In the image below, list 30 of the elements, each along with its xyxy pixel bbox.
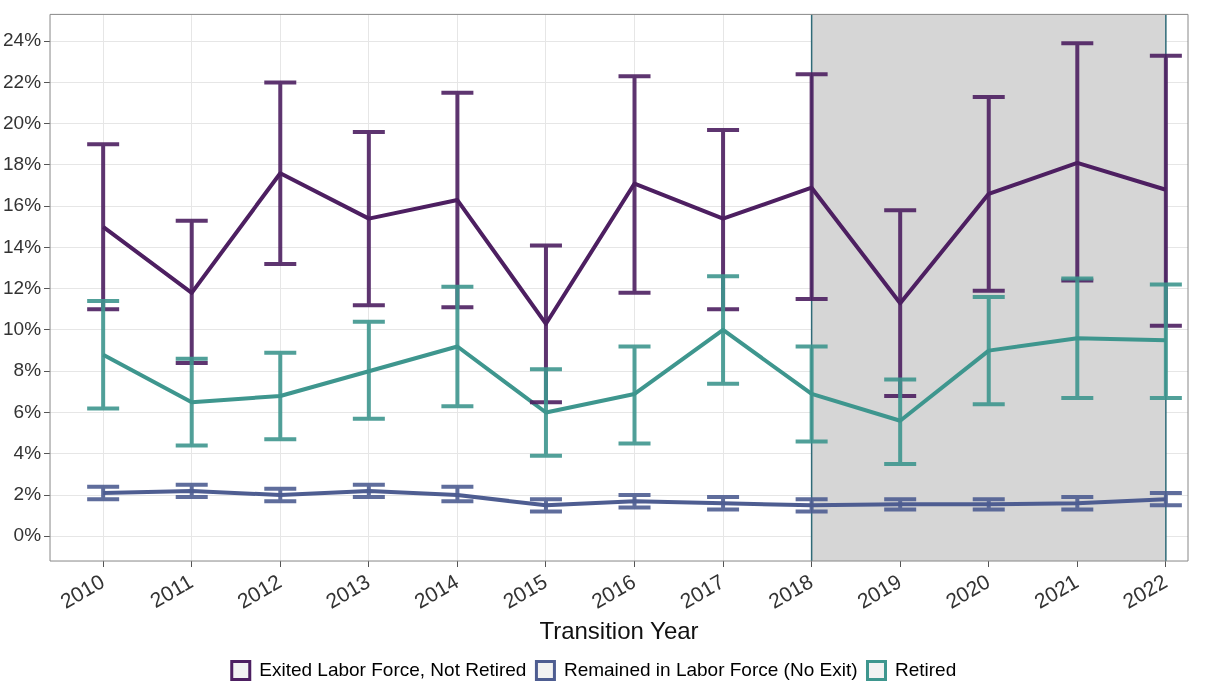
y-tick-label: 22% — [3, 70, 42, 92]
y-tick-label: 2% — [13, 483, 42, 505]
x-tick-label: 2018 — [764, 569, 817, 613]
x-tick-label: 2022 — [1118, 569, 1171, 613]
y-tick-label: 0% — [13, 524, 42, 546]
x-tick-label: 2012 — [233, 569, 286, 613]
y-tick-label: 6% — [13, 400, 42, 422]
legend-label: Remained in Labor Force (No Exit) — [563, 658, 858, 680]
x-tick-label: 2011 — [146, 569, 197, 612]
x-tick-label: 2015 — [498, 569, 551, 613]
y-tick-label: 18% — [3, 153, 42, 175]
x-tick-label: 2016 — [587, 569, 640, 613]
x-tick-label: 2019 — [853, 569, 906, 613]
y-tick-label: 4% — [13, 441, 42, 463]
y-tick-label: 8% — [13, 359, 42, 381]
legend-label: Exited Labor Force, Not Retired — [259, 658, 527, 680]
x-tick-label: 2014 — [410, 569, 463, 613]
y-tick-label: 10% — [3, 318, 42, 340]
x-tick-label: 2017 — [676, 569, 728, 613]
x-tick-label: 2013 — [321, 569, 374, 613]
x-tick-label: 2010 — [56, 569, 109, 613]
y-tick-label: 14% — [3, 235, 42, 257]
y-tick-label: 24% — [3, 29, 42, 51]
y-tick-label: 12% — [3, 276, 42, 298]
legend-label: Retired — [895, 658, 957, 680]
y-tick-label: 16% — [3, 194, 42, 216]
x-axis-title: Transition Year — [539, 617, 699, 645]
x-tick-label: 2020 — [941, 569, 994, 613]
y-tick-label: 20% — [3, 111, 42, 133]
x-tick-label: 2021 — [1030, 569, 1083, 613]
